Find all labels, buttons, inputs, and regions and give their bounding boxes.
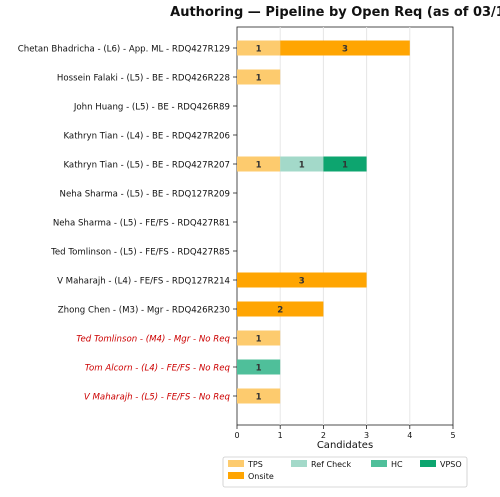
bar-value-label: 1 bbox=[256, 393, 262, 403]
x-tick-label: 0 bbox=[234, 431, 239, 440]
bar-segment bbox=[237, 69, 281, 85]
bar-segment bbox=[237, 40, 281, 56]
category-label: Kathryn Tian - (L5) - BE - RDQ427R207 bbox=[63, 161, 230, 171]
legend-box bbox=[222, 456, 468, 488]
category-label: Chetan Bhadricha - (L6) - App. ML - RDQ4… bbox=[18, 45, 230, 55]
legend-swatch bbox=[228, 472, 244, 479]
legend-label: Onsite bbox=[248, 472, 274, 481]
category-label: V Maharajh - (L4) - FE/FS - RDQ127R214 bbox=[57, 277, 230, 287]
x-axis-ticks: 0 1 2 3 4 5 bbox=[234, 425, 456, 440]
bar-segment bbox=[323, 156, 367, 172]
bar-value-label: 3 bbox=[342, 45, 348, 55]
bar-value-label: 1 bbox=[256, 74, 262, 84]
x-tick-label: 4 bbox=[407, 431, 412, 440]
legend-label: VPSO bbox=[440, 460, 462, 469]
bar-segment bbox=[237, 156, 281, 172]
bar-segment bbox=[280, 40, 410, 56]
x-tick-label: 1 bbox=[278, 431, 283, 440]
bar-value-label: 1 bbox=[256, 364, 262, 374]
legend-label: TPS bbox=[247, 460, 263, 469]
category-label: Zhong Chen - (M3) - Mgr - RDQ426R230 bbox=[58, 306, 230, 316]
bar-segment bbox=[280, 156, 324, 172]
category-label: Neha Sharma - (L5) - BE - RDQ127R209 bbox=[60, 190, 230, 200]
bar-segment bbox=[237, 301, 324, 317]
category-label: V Maharajh - (L5) - FE/FS - No Req bbox=[84, 393, 231, 403]
legend-swatch bbox=[291, 460, 307, 467]
category-label: Ted Tomlinson - (M4) - Mgr - No Req bbox=[76, 335, 230, 345]
bar-value-label: 1 bbox=[256, 45, 262, 55]
bar-value-label: 1 bbox=[256, 335, 262, 345]
category-label: Hossein Falaki - (L5) - BE - RDQ426R228 bbox=[57, 74, 230, 84]
x-axis-label: Candidates bbox=[317, 440, 373, 451]
gridlines bbox=[279, 27, 411, 425]
legend-swatch bbox=[371, 460, 387, 467]
category-label: Tom Alcorn - (L4) - FE/FS - No Req bbox=[85, 364, 231, 374]
category-labels: Chetan Bhadricha - (L6) - App. ML - RDQ4… bbox=[18, 45, 237, 403]
bar-value-label: 2 bbox=[277, 306, 283, 316]
bar-segment bbox=[237, 388, 281, 404]
bar-segment bbox=[237, 359, 281, 375]
x-tick-label: 2 bbox=[321, 431, 326, 440]
x-tick-label: 5 bbox=[450, 431, 455, 440]
bar-value-label: 1 bbox=[342, 161, 348, 171]
category-label: Kathryn Tian - (L4) - BE - RDQ427R206 bbox=[63, 132, 230, 142]
legend-swatch bbox=[228, 460, 244, 467]
category-label: Neha Sharma - (L5) - FE/FS - RDQ427R81 bbox=[53, 219, 230, 229]
category-label: Ted Tomlinson - (L5) - FE/FS - RDQ427R85 bbox=[50, 248, 230, 258]
bar-segment bbox=[237, 272, 367, 288]
bars: 1 3 1 1 1 1 3 2 1 1 1 bbox=[237, 40, 410, 404]
plot-area bbox=[236, 26, 454, 426]
bar-value-label: 1 bbox=[299, 161, 305, 171]
legend-label: HC bbox=[391, 460, 403, 469]
bar-value-label: 3 bbox=[299, 277, 305, 287]
legend: TPS Onsite Ref Check HC VPSO bbox=[222, 456, 468, 488]
bar-value-label: 1 bbox=[256, 161, 262, 171]
x-tick-label: 3 bbox=[364, 431, 369, 440]
legend-label: Ref Check bbox=[311, 460, 351, 469]
category-label: John Huang - (L5) - BE - RDQ426R89 bbox=[73, 103, 230, 113]
legend-swatch bbox=[420, 460, 436, 467]
bar-segment bbox=[237, 330, 281, 346]
chart-title: Authoring — Pipeline by Open Req (as of … bbox=[170, 5, 500, 20]
